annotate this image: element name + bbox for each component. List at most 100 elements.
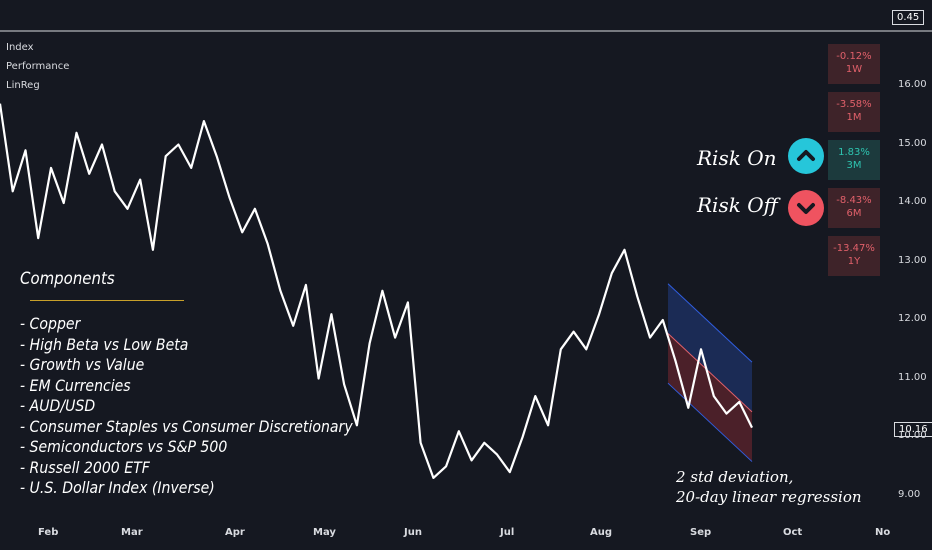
data-point — [445, 465, 447, 467]
data-point — [713, 395, 715, 397]
y-tick-label: 12.00 — [898, 313, 927, 324]
regression-lower-band — [668, 333, 752, 462]
data-point — [381, 290, 383, 292]
data-point — [522, 436, 524, 438]
regression-mid-line — [667, 333, 753, 413]
data-point — [165, 155, 167, 157]
data-point — [369, 342, 371, 344]
y-tick-label: 13.00 — [898, 254, 927, 266]
data-point — [101, 144, 103, 146]
x-tick-label: Sep — [690, 527, 712, 538]
data-point — [534, 395, 536, 397]
data-point — [203, 120, 205, 122]
risk-off-chevron-down-icon — [788, 190, 824, 226]
data-point — [560, 348, 562, 350]
x-tick-label: No — [875, 527, 891, 538]
component-item: - High Beta vs Low Beta — [20, 334, 189, 354]
data-point — [432, 477, 434, 479]
data-point — [356, 424, 358, 426]
data-point — [305, 284, 307, 286]
risk-on-chevron-up-icon — [788, 138, 824, 174]
component-item: - U.S. Dollar Index (Inverse) — [20, 478, 215, 497]
data-point — [700, 348, 702, 350]
y-tick-label: 9.00 — [898, 488, 921, 500]
data-point — [216, 155, 218, 157]
data-point — [292, 325, 294, 327]
data-point — [343, 383, 345, 385]
indicator-subtitle: Performance — [6, 61, 70, 72]
data-point — [471, 459, 473, 461]
data-point — [611, 272, 613, 274]
components-title: Components — [20, 269, 115, 289]
data-point — [738, 401, 740, 403]
x-tick-label: Mar — [121, 527, 143, 538]
perf-cell-6m: -8.43% 6M — [828, 188, 880, 228]
regression-upper-line — [667, 283, 753, 363]
y-tick-label: 14.00 — [898, 196, 927, 207]
component-item: - Consumer Staples vs Consumer Discretio… — [20, 416, 353, 436]
y-tick-label: 10.00 — [898, 430, 927, 441]
data-point — [139, 179, 141, 181]
data-point — [37, 237, 39, 239]
component-item: - Russell 2000 ETF — [20, 457, 150, 477]
data-point — [50, 167, 52, 169]
data-point — [228, 196, 230, 198]
x-tick-label: Apr — [225, 527, 245, 538]
data-point — [573, 331, 575, 333]
data-point — [624, 249, 626, 251]
x-tick-label: May — [313, 527, 336, 538]
data-point — [267, 243, 269, 245]
risk-on-label: Risk On — [697, 146, 777, 170]
data-point — [126, 208, 128, 210]
data-point — [458, 430, 460, 432]
data-point — [63, 202, 65, 204]
data-point — [12, 190, 14, 192]
indicator-name: Index — [6, 42, 34, 53]
data-point — [509, 471, 511, 473]
data-point — [483, 442, 485, 444]
data-point — [675, 360, 677, 362]
data-point — [687, 407, 689, 409]
data-point — [254, 208, 256, 210]
y-tick-label: 16.00 — [898, 79, 927, 90]
data-point — [394, 337, 396, 339]
component-item: - Semiconductors vs S&P 500 — [20, 437, 228, 456]
indicator-overlay: LinReg — [6, 80, 40, 91]
y-tick-label: 11.00 — [898, 371, 927, 383]
data-point — [88, 173, 90, 175]
data-point — [662, 319, 664, 321]
component-item: - EM Currencies — [20, 375, 131, 395]
data-point — [636, 296, 638, 298]
components-underline — [30, 300, 184, 301]
regression-upper-band — [668, 283, 752, 412]
data-point — [330, 313, 332, 315]
data-point — [190, 167, 192, 169]
data-point — [24, 149, 26, 151]
data-point — [318, 378, 320, 380]
perf-cell-1w: -0.12% 1W — [828, 44, 880, 84]
y-tick-label: 15.00 — [898, 137, 927, 149]
x-tick-label: Feb — [38, 527, 59, 538]
regression-lower-line — [667, 382, 753, 462]
data-point — [585, 348, 587, 350]
x-tick-label: Jul — [500, 527, 515, 538]
data-point — [649, 337, 651, 339]
perf-cell-1m: -3.58% 1M — [828, 92, 880, 132]
data-point — [726, 413, 728, 415]
component-item: - Copper — [20, 314, 81, 333]
data-point — [751, 427, 753, 429]
data-point — [407, 301, 409, 303]
data-point — [598, 313, 600, 315]
x-tick-label: Jun — [404, 527, 422, 538]
data-point — [177, 144, 179, 146]
top-value-label: 0.45 — [892, 10, 925, 25]
data-point — [241, 231, 243, 233]
last-price-label: 10.16 — [894, 422, 932, 437]
data-point — [75, 132, 77, 134]
data-point — [152, 249, 154, 251]
perf-cell-3m: 1.83% 3M — [828, 140, 880, 180]
data-point — [496, 454, 498, 456]
regression-note: 2 std deviation, 20-day linear regressio… — [676, 468, 862, 506]
x-tick-label: Aug — [590, 527, 613, 538]
